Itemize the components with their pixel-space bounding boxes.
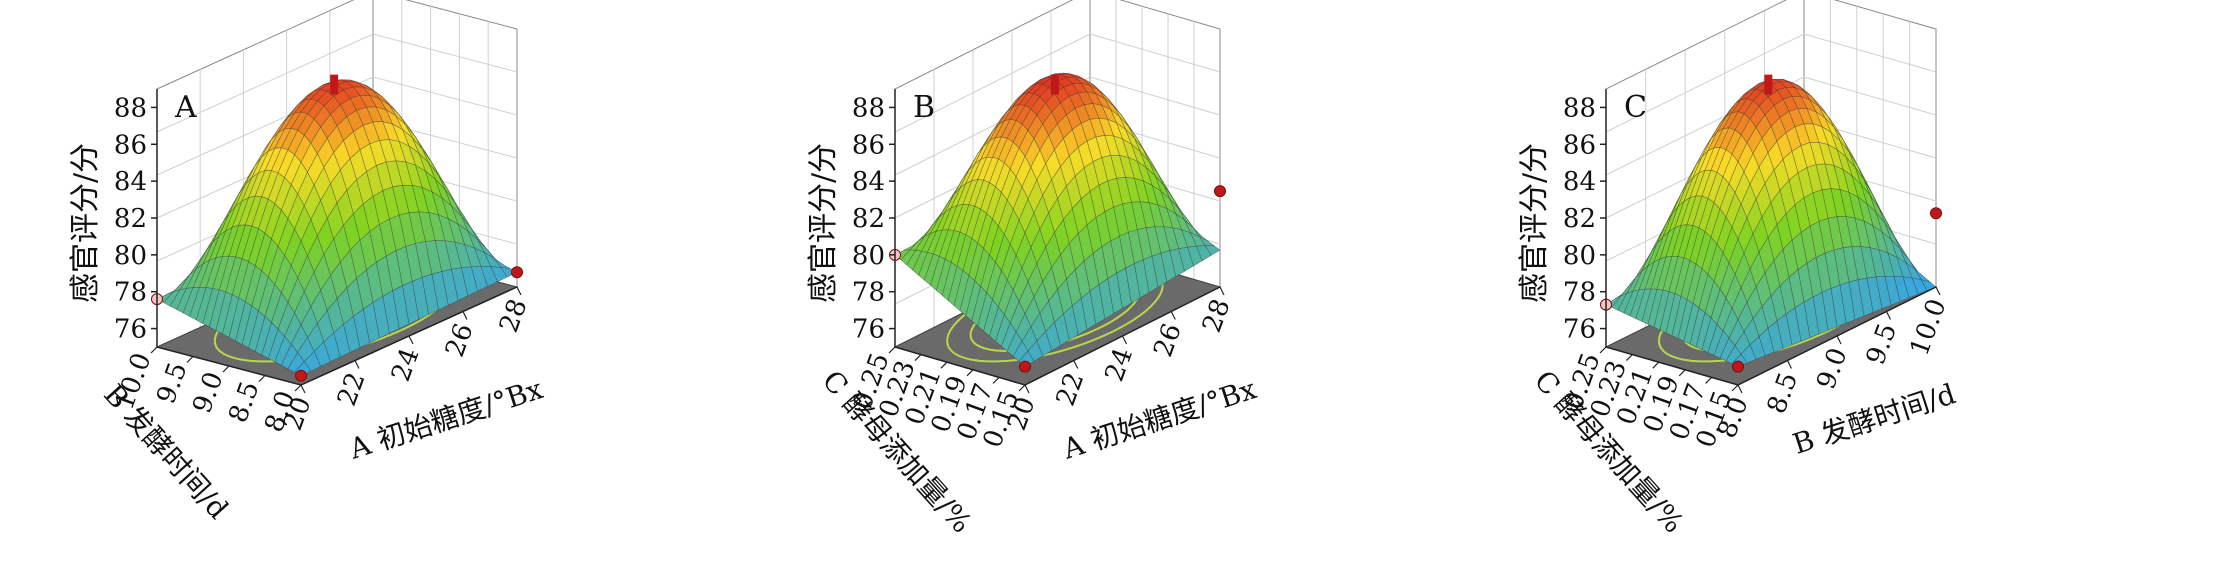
x-axis-title: A 初始糖度/°Bx bbox=[344, 372, 546, 466]
y-tick-mark bbox=[1018, 384, 1026, 392]
design-point bbox=[1732, 360, 1744, 373]
z-tick-label: 76 bbox=[114, 315, 147, 345]
z-tick-label: 80 bbox=[852, 241, 885, 271]
y-tick-mark bbox=[1625, 354, 1633, 362]
design-point bbox=[511, 266, 523, 279]
z-tick-label: 78 bbox=[114, 278, 147, 308]
z-axis-title: 感官评分/分 bbox=[68, 143, 103, 303]
wall-gridline bbox=[156, 76, 518, 176]
wall-gridline bbox=[894, 76, 1221, 176]
x-axis-title: A 初始糖度/°Bx bbox=[1058, 372, 1260, 466]
floor-front-edge bbox=[156, 286, 518, 386]
z-tick-label: 84 bbox=[1563, 167, 1596, 197]
x-axis-title: B 发酵时间/d bbox=[1789, 377, 1960, 461]
z-axis-title: 感官评分/分 bbox=[1517, 143, 1552, 303]
x-tick-label: 22 bbox=[332, 369, 372, 410]
center-point-marker bbox=[330, 74, 339, 95]
x-tick-mark bbox=[1935, 286, 1941, 296]
y-tick-mark bbox=[914, 354, 922, 362]
x-tick-mark bbox=[1737, 384, 1743, 394]
x-tick-mark bbox=[1170, 311, 1176, 320]
y-tick-mark bbox=[258, 375, 266, 382]
x-tick-label: 28 bbox=[1197, 295, 1237, 336]
z-tick-label: 82 bbox=[114, 204, 147, 234]
y-tick-mark bbox=[966, 369, 974, 377]
x-tick-mark bbox=[462, 311, 468, 320]
x-tick-mark bbox=[1786, 360, 1793, 369]
x-tick-label: 28 bbox=[494, 295, 534, 336]
design-point bbox=[295, 369, 307, 382]
x-tick-label: 9.0 bbox=[1811, 344, 1853, 393]
center-point-marker bbox=[1764, 74, 1773, 95]
z-tick-label: 76 bbox=[1563, 315, 1596, 345]
design-point bbox=[1019, 360, 1031, 373]
y-tick-label: 8.5 bbox=[223, 378, 265, 427]
x-tick-label: 26 bbox=[1148, 320, 1188, 361]
z-tick-label: 88 bbox=[852, 93, 885, 123]
panel-label: A bbox=[174, 90, 197, 125]
wall-gridline bbox=[156, 33, 518, 133]
z-tick-label: 76 bbox=[852, 315, 885, 345]
y-tick-mark bbox=[1599, 346, 1607, 354]
z-tick-label: 80 bbox=[1563, 241, 1596, 271]
y-tick-mark bbox=[150, 346, 158, 354]
x-tick-label: 26 bbox=[440, 320, 480, 361]
z-tick-label: 88 bbox=[114, 93, 147, 123]
x-tick-label: 24 bbox=[1100, 344, 1140, 385]
x-tick-mark bbox=[1073, 360, 1079, 369]
z-tick-label: 84 bbox=[852, 167, 885, 197]
y-tick-mark bbox=[222, 365, 230, 373]
z-tick-label: 80 bbox=[114, 241, 147, 271]
y-tick-mark bbox=[294, 384, 302, 392]
x-tick-mark bbox=[354, 360, 360, 369]
y-tick-label: 9.5 bbox=[151, 359, 193, 408]
z-tick-label: 86 bbox=[852, 130, 885, 160]
center-point-marker bbox=[1050, 74, 1059, 95]
z-tick-label: 84 bbox=[114, 167, 147, 197]
x-tick-label: 22 bbox=[1051, 369, 1091, 410]
floor-front-edge bbox=[1605, 286, 1937, 386]
z-tick-label: 86 bbox=[114, 130, 147, 160]
y-tick-mark bbox=[992, 376, 1000, 384]
wall-gridline bbox=[1605, 33, 1937, 133]
y-tick-label: 9.0 bbox=[187, 368, 229, 417]
x-tick-label: 8.5 bbox=[1762, 369, 1804, 418]
x-tick-label: 9.5 bbox=[1861, 320, 1903, 369]
z-tick-label: 78 bbox=[1563, 278, 1596, 308]
z-tick-label: 82 bbox=[1563, 204, 1596, 234]
x-tick-mark bbox=[300, 384, 306, 394]
x-tick-mark bbox=[408, 335, 414, 345]
wall-gridline bbox=[1605, 76, 1937, 176]
y-tick-mark bbox=[1705, 376, 1713, 384]
x-tick-mark bbox=[1885, 311, 1892, 320]
y-tick-mark bbox=[888, 346, 896, 354]
z-axis-title: 感官评分/分 bbox=[806, 143, 841, 303]
y-tick-mark bbox=[186, 356, 194, 363]
y-tick-mark bbox=[1652, 361, 1660, 369]
z-tick-label: 82 bbox=[852, 204, 885, 234]
x-tick-mark bbox=[1121, 335, 1128, 345]
design-point bbox=[1214, 185, 1226, 198]
y-tick-mark bbox=[1678, 369, 1686, 377]
x-tick-mark bbox=[1024, 384, 1030, 394]
wall-gridline bbox=[894, 33, 1221, 133]
z-tick-label: 88 bbox=[1563, 93, 1596, 123]
design-point bbox=[1930, 207, 1942, 220]
floor-front-edge bbox=[894, 286, 1221, 386]
x-tick-mark bbox=[516, 286, 522, 296]
x-tick-label: 10.0 bbox=[1905, 295, 1953, 360]
x-tick-mark bbox=[1219, 286, 1225, 296]
z-tick-label: 86 bbox=[1563, 130, 1596, 160]
y-tick-mark bbox=[940, 361, 948, 369]
panel-label: B bbox=[913, 90, 935, 125]
y-tick-mark bbox=[1731, 384, 1739, 392]
x-tick-label: 24 bbox=[386, 344, 426, 385]
x-tick-mark bbox=[1836, 335, 1842, 345]
panel-label: C bbox=[1624, 90, 1647, 125]
z-tick-label: 78 bbox=[852, 278, 885, 308]
